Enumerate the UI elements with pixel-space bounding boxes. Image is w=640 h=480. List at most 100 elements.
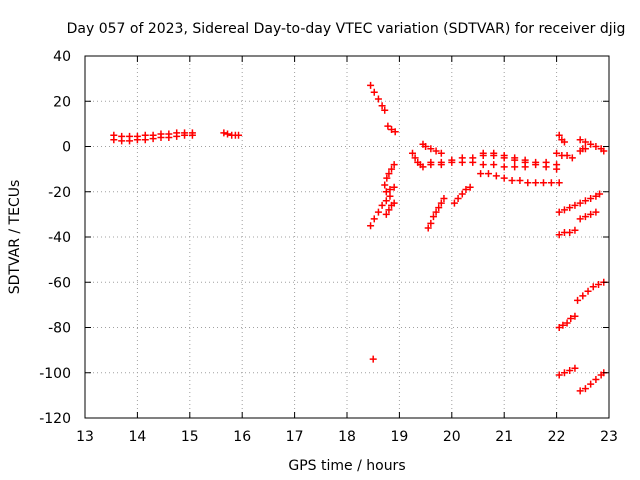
data-point [427,145,435,153]
data-point [165,130,173,138]
data-point [458,190,466,198]
data-point [576,215,584,223]
data-point [173,129,181,137]
series-arc-8 [381,161,398,189]
x-tick-label: 20 [443,429,461,445]
data-point [587,140,595,148]
data-point [592,376,600,384]
data-point [469,158,477,166]
series-arc-24 [576,208,600,223]
series-arc-4 [367,81,389,114]
series-arc-19 [553,149,576,162]
series-arc-17 [477,170,563,187]
data-point [581,138,589,146]
series-arc-3 [220,129,243,139]
data-point [429,213,437,221]
data-point [385,170,393,178]
data-point [479,161,487,169]
data-point [450,199,458,207]
series-arc-13 [424,195,448,232]
data-point [378,102,386,110]
data-point [589,283,597,291]
data-point [596,190,604,198]
data-point [555,208,563,216]
data-point [492,172,500,180]
y-tick-label: -80 [48,321,71,337]
data-point [524,179,532,187]
data-point [437,199,445,207]
series-arc-16 [479,149,561,169]
data-point [559,321,567,329]
series-arc-22 [576,145,589,155]
data-point [391,128,399,136]
x-tick-label: 21 [495,429,513,445]
series-arc-20 [555,131,568,146]
data-point [592,143,600,150]
series-arc-15 [427,158,529,171]
data-point [181,129,189,137]
series-arc-28 [555,364,579,379]
series-arc-2 [110,129,196,140]
data-point [540,179,547,187]
data-point [579,292,587,300]
data-point [382,197,390,205]
data-point [584,287,592,295]
series-arc-10 [382,199,398,218]
x-tick-label: 19 [390,429,408,445]
data-point [555,131,563,139]
data-point [390,199,398,207]
data-point [419,163,427,171]
data-point [542,158,550,166]
x-tick-label: 22 [548,429,566,445]
data-point [432,147,440,155]
data-point [382,188,390,196]
x-tick-label: 14 [128,429,146,445]
data-point [385,206,393,214]
data-point [581,197,589,205]
data-point [547,179,555,187]
data-point [576,199,584,207]
x-tick-label: 15 [181,429,199,445]
data-point [367,222,375,230]
data-point [370,88,378,96]
data-point [587,195,595,203]
data-point [381,106,389,114]
x-tick-label: 17 [286,429,304,445]
data-point [411,154,419,162]
data-point [571,364,579,372]
data-point [378,201,386,209]
y-tick-label: 20 [53,94,71,110]
data-point [490,149,498,157]
y-axis-label: SDTVAR / TECUs [7,180,23,295]
data-point [462,185,470,193]
data-point [133,132,141,140]
data-point [118,132,126,140]
data-point [422,143,430,150]
data-point [576,136,584,144]
series-arc-7 [369,355,377,363]
data-point [500,152,508,160]
data-point [157,130,165,138]
data-point [587,210,595,218]
data-point [382,210,390,218]
data-point [592,192,600,200]
x-axis-label: GPS time / hours [288,458,405,474]
data-point [563,152,571,160]
data-point [566,228,574,236]
x-tick-label: 18 [338,429,356,445]
axis-ticks [84,55,610,419]
y-tick-label: -100 [39,366,71,382]
data-point [386,192,394,200]
data-point [424,224,432,232]
data-point [532,179,540,187]
data-point [553,149,561,157]
series-arc-6 [367,192,394,230]
data-point [374,95,382,103]
series-arc-27 [555,312,579,331]
x-tick-label: 23 [600,429,618,445]
data-point [369,355,377,363]
data-point [386,185,394,193]
data-point [521,156,529,164]
